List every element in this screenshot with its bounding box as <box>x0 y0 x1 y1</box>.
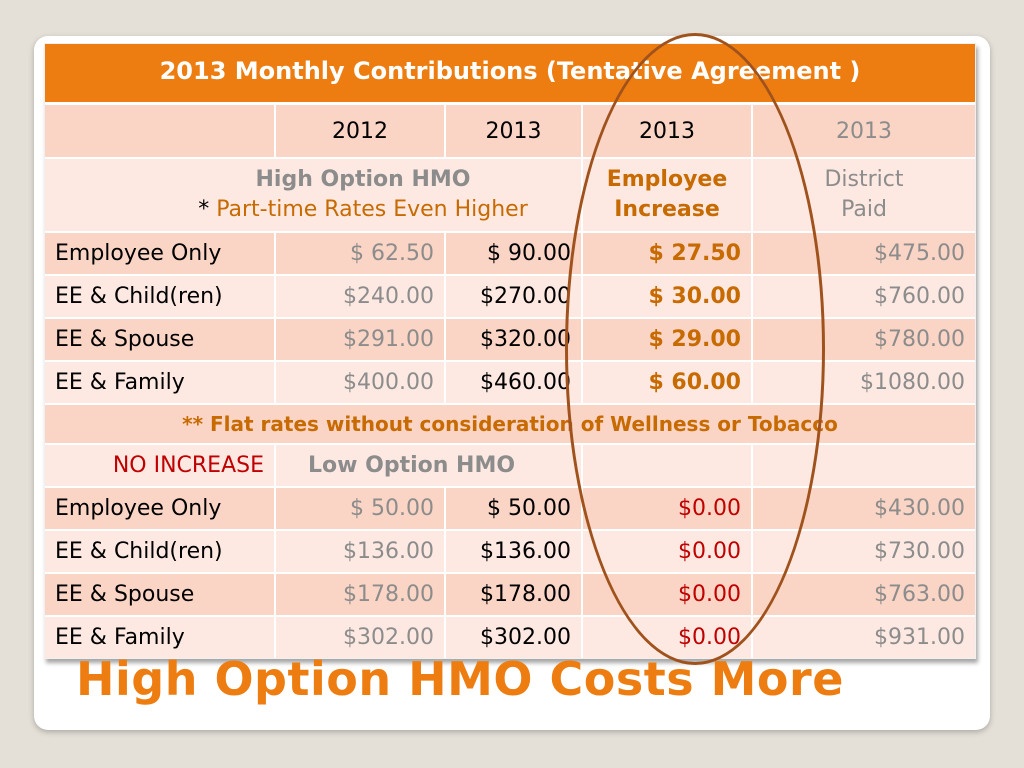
employee-increase-value: $0.00 <box>583 617 753 658</box>
rate-2013: $320.00 <box>446 319 583 360</box>
tier-label: EE & Child(ren) <box>45 276 276 317</box>
rate-2012: $302.00 <box>276 617 446 658</box>
table-row: EE & Spouse $178.00 $178.00 $0.00 $763.0… <box>45 574 975 617</box>
employee-increase-value: $ 27.50 <box>583 233 753 274</box>
contributions-table: 2013 Monthly Contributions (Tentative Ag… <box>44 43 976 659</box>
year-2013-header: 2013 <box>446 105 583 157</box>
high-option-label: High Option HMO <box>255 167 471 192</box>
tier-label: EE & Spouse <box>45 574 276 615</box>
year-2013-increase-header: 2013 <box>583 105 753 157</box>
rate-2012: $ 50.00 <box>276 488 446 529</box>
district-paid-value: $763.00 <box>874 582 965 607</box>
rate-2013: $270.00 <box>446 276 583 317</box>
low-option-header-row: NO INCREASE Low Option HMO <box>45 445 975 488</box>
table-row: EE & Family $302.00 $302.00 $0.00 $931.0… <box>45 617 975 658</box>
employee-increase-line2: Increase <box>614 197 720 222</box>
district-paid-line2: Paid <box>841 197 887 222</box>
rate-2012: $ 62.50 <box>276 233 446 274</box>
rate-2013: $ 50.00 <box>446 488 583 529</box>
rate-2012: $240.00 <box>276 276 446 317</box>
part-time-note-text: Part-time Rates Even Higher <box>216 197 528 222</box>
district-paid-value: $430.00 <box>874 496 965 521</box>
table-row: EE & Spouse $291.00 $320.00 $ 29.00 $780… <box>45 319 975 362</box>
district-paid-value: $760.00 <box>874 284 965 309</box>
year-2013-district-header: 2013 <box>836 118 892 144</box>
district-paid-value: $931.00 <box>874 625 965 650</box>
rate-2013: $ 90.00 <box>446 233 583 274</box>
year-2012-header: 2012 <box>276 105 446 157</box>
rate-2013: $178.00 <box>446 574 583 615</box>
part-time-note: * Part-time Rates Even Higher <box>198 195 528 225</box>
table-title: 2013 Monthly Contributions (Tentative Ag… <box>45 44 975 105</box>
rate-2013: $302.00 <box>446 617 583 658</box>
tier-label: EE & Family <box>45 362 276 403</box>
empty-header-cell <box>45 105 276 157</box>
employee-increase-value: $ 60.00 <box>583 362 753 403</box>
district-paid-line1: District <box>824 167 904 192</box>
empty-cell <box>583 445 753 486</box>
slide-heading: High Option HMO Costs More <box>76 652 844 706</box>
rate-2012: $291.00 <box>276 319 446 360</box>
table-row: Employee Only $ 62.50 $ 90.00 $ 27.50 $4… <box>45 233 975 276</box>
tier-label: EE & Family <box>45 617 276 658</box>
year-header-row: 2012 2013 2013 2013 <box>45 105 975 159</box>
tier-label: EE & Child(ren) <box>45 531 276 572</box>
empty-cell <box>753 445 975 486</box>
employee-increase-value: $0.00 <box>583 531 753 572</box>
employee-increase-line1: Employee <box>606 167 728 192</box>
rate-2012: $178.00 <box>276 574 446 615</box>
employee-increase-value: $ 29.00 <box>583 319 753 360</box>
no-increase-label: NO INCREASE <box>45 445 276 486</box>
high-option-header-row: High Option HMO * Part-time Rates Even H… <box>45 159 975 233</box>
district-paid-header: District Paid <box>753 159 975 231</box>
employee-increase-header: Employee Increase <box>583 159 753 231</box>
employee-increase-value: $ 30.00 <box>583 276 753 317</box>
low-option-label: Low Option HMO <box>276 445 583 486</box>
rate-2013: $460.00 <box>446 362 583 403</box>
tier-label: EE & Spouse <box>45 319 276 360</box>
rate-2012: $136.00 <box>276 531 446 572</box>
rate-2013: $136.00 <box>446 531 583 572</box>
rate-2012: $400.00 <box>276 362 446 403</box>
table-row: EE & Child(ren) $136.00 $136.00 $0.00 $7… <box>45 531 975 574</box>
flat-rates-note: ** Flat rates without consideration of W… <box>182 412 838 436</box>
district-paid-value: $475.00 <box>874 241 965 266</box>
flat-rates-note-row: ** Flat rates without consideration of W… <box>45 405 975 445</box>
high-option-label-cell: High Option HMO * Part-time Rates Even H… <box>45 159 583 231</box>
table-row: EE & Family $400.00 $460.00 $ 60.00 $108… <box>45 362 975 405</box>
district-paid-value: $780.00 <box>874 327 965 352</box>
note-star: * <box>198 197 210 222</box>
employee-increase-value: $0.00 <box>583 488 753 529</box>
tier-label: Employee Only <box>45 488 276 529</box>
employee-increase-value: $0.00 <box>583 574 753 615</box>
table-row: EE & Child(ren) $240.00 $270.00 $ 30.00 … <box>45 276 975 319</box>
table-row: Employee Only $ 50.00 $ 50.00 $0.00 $430… <box>45 488 975 531</box>
district-paid-value: $1080.00 <box>860 370 965 395</box>
district-paid-value: $730.00 <box>874 539 965 564</box>
tier-label: Employee Only <box>45 233 276 274</box>
